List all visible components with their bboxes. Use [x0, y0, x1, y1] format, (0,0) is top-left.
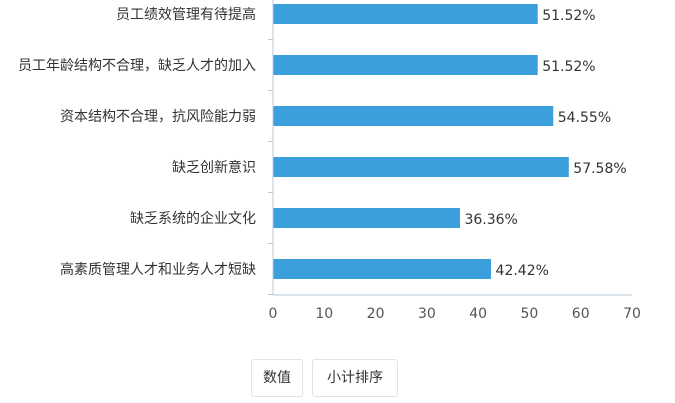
category-label: 资本结构不合理，抗风险能力弱 [60, 109, 256, 125]
bar [273, 106, 554, 126]
category-label: 员工绩效管理有待提高 [116, 6, 256, 23]
x-tick-label: 10 [315, 306, 333, 322]
category-label: 员工年龄结构不合理，缺乏人才的加入 [18, 58, 256, 74]
value-label: 36.36% [464, 212, 517, 228]
bar [273, 259, 492, 279]
bar [273, 55, 538, 75]
value-label: 51.52% [542, 59, 595, 75]
x-tick-label: 40 [469, 306, 487, 322]
value-label: 51.52% [542, 8, 595, 24]
value-button[interactable]: 数值 [251, 359, 303, 397]
value-label: 54.55% [558, 110, 611, 126]
x-tick-label: 70 [623, 306, 641, 322]
x-tick-label: 20 [367, 306, 385, 322]
x-tick-label: 50 [521, 306, 539, 322]
x-tick-label: 30 [418, 306, 436, 322]
category-label: 缺乏系统的企业文化 [130, 210, 256, 227]
category-label: 高素质管理人才和业务人才短缺 [60, 261, 256, 278]
bar [273, 4, 538, 24]
category-label: 缺乏创新意识 [172, 159, 256, 176]
bar [273, 157, 569, 177]
x-tick-label: 60 [572, 306, 590, 322]
bar [273, 208, 460, 228]
value-label: 57.58% [573, 161, 626, 177]
sort-by-subtotal-button[interactable]: 小计排序 [312, 359, 398, 397]
chart-svg: 员工绩效管理有待提高 51.52% 员工年龄结构不合理，缺乏人才的加入 51.52% 资… [18, 0, 641, 322]
x-tick-label: 0 [269, 306, 278, 322]
value-label: 42.42% [496, 263, 549, 279]
chart-controls: 数值 小计排序 [0, 359, 675, 399]
bar-chart: 员工绩效管理有待提高 51.52% 员工年龄结构不合理，缺乏人才的加入 51.52% 资… [18, 0, 641, 322]
